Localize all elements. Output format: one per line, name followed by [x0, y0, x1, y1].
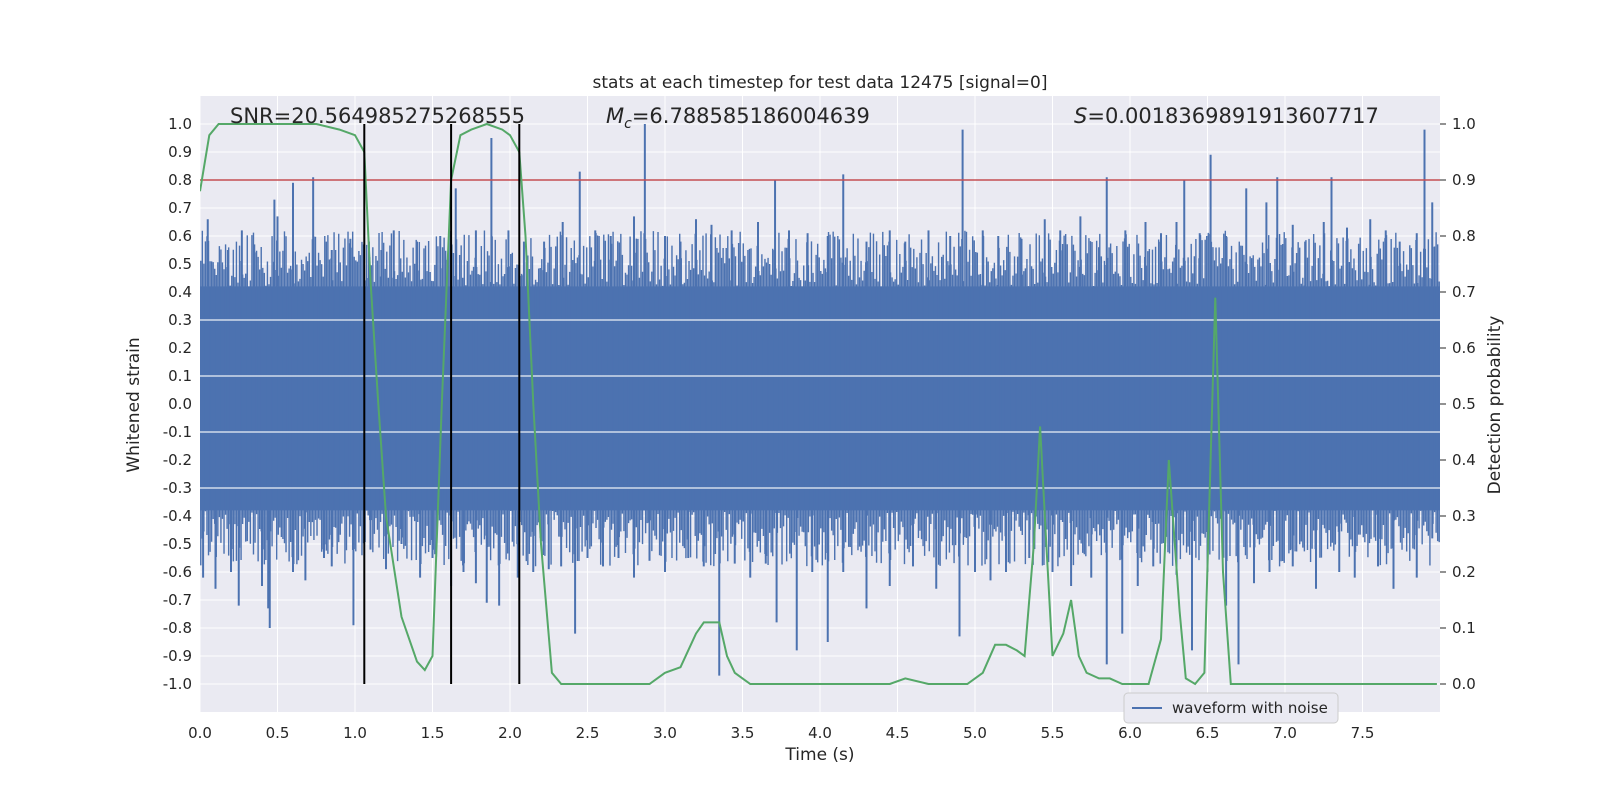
y-left-tick-label: -0.9 [163, 647, 192, 665]
y-left-tick-label: 0.7 [168, 199, 192, 217]
legend-label: waveform with noise [1172, 699, 1328, 717]
y-left-tick-label: -1.0 [163, 675, 192, 693]
x-tick-label: 3.0 [653, 724, 677, 742]
y-left-tick-label: -0.2 [163, 451, 192, 469]
y-left-tick-label: 1.0 [168, 115, 192, 133]
y-right-tick-label: 0.7 [1452, 283, 1476, 301]
x-tick-label: 6.5 [1196, 724, 1220, 742]
y-left-tick-label: -0.8 [163, 619, 192, 637]
y-left-tick-label: -0.3 [163, 479, 192, 497]
y-left-tick-label: 0.4 [168, 283, 192, 301]
y-axis-right-ticks: 1.0 0.9 0.8 0.7 0.6 0.5 0.4 0.3 0.2 0.1 0.0 [1440, 115, 1476, 693]
probability-series [200, 122, 1440, 686]
y-right-tick-label: 0.0 [1452, 675, 1476, 693]
mc-symbol: M [606, 104, 624, 128]
waveform-series [200, 124, 1440, 676]
y-left-tick-label: 0.9 [168, 143, 192, 161]
snr-annotation: SNR=20.564985275268555 [230, 104, 525, 128]
x-tick-label: 7.5 [1351, 724, 1375, 742]
x-tick-label: 5.0 [963, 724, 987, 742]
y-right-tick-label: 0.3 [1452, 507, 1476, 525]
y-left-tick-label: 0.3 [168, 311, 192, 329]
mc-value: =6.788585186004639 [632, 104, 870, 128]
y-left-tick-label: 0.1 [168, 367, 192, 385]
y-right-tick-label: 0.4 [1452, 451, 1476, 469]
x-axis-title: Time (s) [784, 745, 854, 765]
y-right-tick-label: 0.5 [1452, 395, 1476, 413]
s-symbol: S [1074, 104, 1087, 128]
y-right-tick-label: 0.1 [1452, 619, 1476, 637]
s-value: =0.0018369891913607717 [1087, 104, 1379, 128]
x-tick-label: 1.0 [343, 724, 367, 742]
y-left-tick-label: -0.5 [163, 535, 192, 553]
x-tick-label: 6.0 [1118, 724, 1142, 742]
x-tick-label: 4.0 [808, 724, 832, 742]
y-right-tick-label: 1.0 [1452, 115, 1476, 133]
x-tick-label: 4.5 [886, 724, 910, 742]
x-tick-label: 2.0 [498, 724, 522, 742]
legend-box [1123, 692, 1339, 724]
mc-subscript: c [624, 116, 632, 132]
y-left-tick-label: -0.1 [163, 423, 192, 441]
y-left-tick-label: 0.0 [168, 395, 192, 413]
x-axis-ticks: 0.0 0.5 1.0 1.5 2.0 2.5 3.0 3.5 4.0 4.5 5.0 5.5 6.0 6… [188, 724, 1374, 742]
y-right-tick-label: 0.9 [1452, 171, 1476, 189]
mc-annotation: Mc=6.788585186004639 [606, 104, 870, 132]
y-right-tick-label: 0.8 [1452, 227, 1476, 245]
x-tick-label: 1.5 [421, 724, 445, 742]
legend: waveform with noise [1123, 692, 1339, 724]
y-left-tick-label: 0.8 [168, 171, 192, 189]
y-right-tick-label: 0.2 [1452, 563, 1476, 581]
y-left-tick-label: -0.6 [163, 563, 192, 581]
probability-line [200, 122, 1437, 686]
y-right-tick-label: 0.6 [1452, 339, 1476, 357]
y-axis-left-ticks: 1.0 0.9 0.8 0.7 0.6 0.5 0.4 0.3 0.2 0.1 0.0 -0.1 -0.… [163, 115, 192, 693]
y-left-tick-label: 0.5 [168, 255, 192, 273]
x-tick-label: 0.0 [188, 724, 212, 742]
vertical-marker-lines [363, 124, 521, 684]
chart-title: stats at each timestep for test data 124… [593, 73, 1048, 93]
x-tick-label: 2.5 [576, 724, 600, 742]
y-left-tick-label: 0.6 [168, 227, 192, 245]
s-annotation: S=0.0018369891913607717 [1074, 104, 1379, 128]
x-tick-label: 3.5 [731, 724, 755, 742]
x-tick-label: 5.5 [1041, 724, 1065, 742]
x-tick-label: 7.0 [1273, 724, 1297, 742]
y-left-tick-label: -0.4 [163, 507, 192, 525]
y-left-tick-label: 0.2 [168, 339, 192, 357]
y-axis-right-title: Detection probability [1485, 316, 1505, 495]
y-axis-left-title: Whitened strain [124, 337, 144, 472]
y-left-tick-label: -0.7 [163, 591, 192, 609]
x-tick-label: 0.5 [266, 724, 290, 742]
